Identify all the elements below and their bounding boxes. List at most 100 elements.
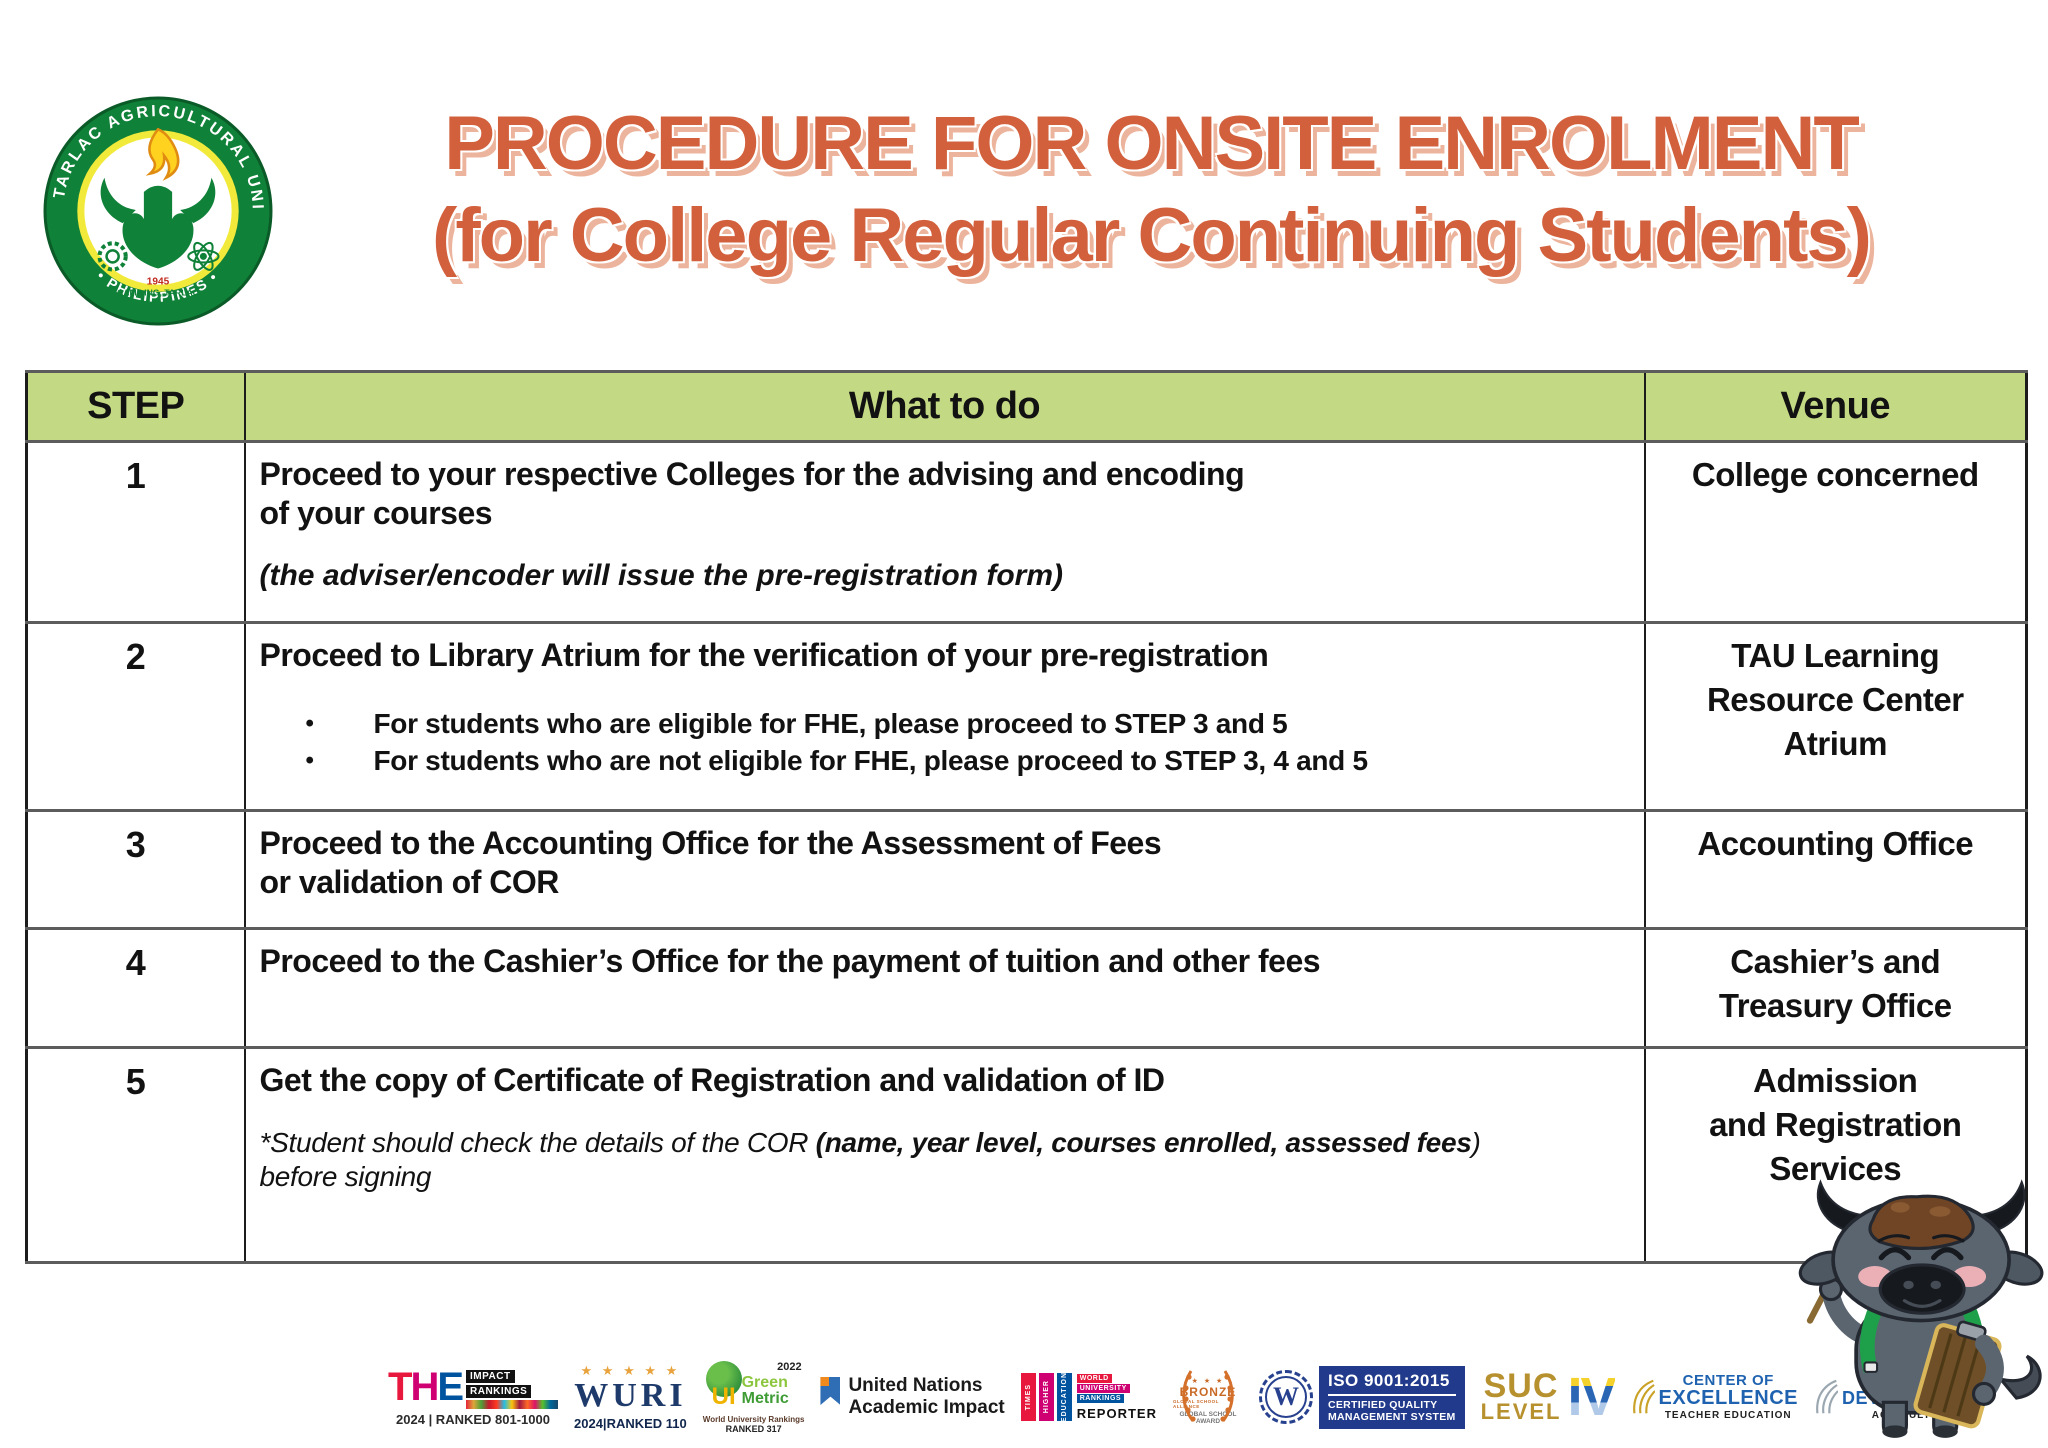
wuri-caption: 2024|RANKED 110	[574, 1416, 687, 1431]
rankings-label: RANKINGS	[466, 1385, 532, 1398]
university-seal: TARLAC AGRICULTURAL UNIVERSITY • PHILIPP…	[35, 81, 274, 327]
seal-atom-icon	[187, 241, 220, 271]
table-row-step-3: 3 Proceed to the Accounting Office for t…	[25, 809, 2028, 930]
greenmetric-rank: RANKED 317	[725, 1423, 782, 1434]
iso-monogram: W	[1264, 1376, 1307, 1418]
procedure-table: STEP What to do Venue 1 Proceed to your …	[25, 370, 2028, 1264]
times-bar: TIMES	[1020, 1373, 1036, 1421]
impact-label: IMPACT	[466, 1370, 515, 1383]
venue-cell: Accounting Office	[1643, 809, 2028, 930]
what-to-do-cell: Get the copy of Certificate of Registrat…	[243, 1046, 1646, 1264]
greenmetric-subtitle: World University Rankings	[702, 1414, 805, 1424]
bullet-text: For students who are not eligible for FH…	[373, 745, 1369, 776]
page-title: PROCEDURE FOR ONSITE ENROLMENT (for Coll…	[278, 98, 2024, 282]
greenmetric-metric: Metric	[741, 1389, 789, 1407]
level-label: LEVEL	[1480, 1399, 1562, 1424]
step-number: 2	[25, 621, 246, 812]
carabao-mascot	[1793, 1178, 2045, 1444]
action-text: Proceed to your respective Colleges for …	[259, 456, 1245, 531]
greenmetric-green: Green	[741, 1373, 788, 1391]
world-label: WORLD	[1076, 1373, 1112, 1383]
seal-horn-left	[100, 177, 136, 224]
bronze-global-school-award-logo: ★ ★ ★ BRONZE GLOBAL SCHOOL ALLIANCE GLOB…	[1173, 1361, 1243, 1433]
bullet-text: For students who are eligible for FHE, p…	[373, 708, 1288, 739]
action-note: *Student should check the details of the…	[260, 1126, 1628, 1194]
seal-horn-right	[180, 177, 216, 224]
iso-title: ISO 9001:2015	[1327, 1371, 1456, 1396]
accreditation-logo-strip: THE IMPACT RANKINGS 2024 | RANKED 801-10…	[388, 1350, 1984, 1444]
table-header-row: STEP What to do Venue	[25, 370, 2028, 443]
column-header-venue: Venue	[1643, 370, 2028, 443]
suc-label: SUC	[1483, 1367, 1559, 1405]
what-to-do-cell: Proceed to the Accounting Office for the…	[243, 809, 1646, 930]
unai-line2: Academic Impact	[848, 1397, 1005, 1418]
bullet-icon: •	[305, 747, 314, 774]
iso-subtitle: CERTIFIED QUALITY MANAGEMENT SYSTEM	[1327, 1398, 1456, 1423]
action-text: Proceed to Library Atrium for the verifi…	[259, 637, 1269, 673]
table-row-step-5: 5 Get the copy of Certificate of Registr…	[25, 1046, 2028, 1264]
bronze-label: BRONZE	[1179, 1385, 1237, 1399]
carabao-mascot-graphic	[1798, 1179, 2044, 1438]
the-impact-caption: 2024 | RANKED 801-1000	[396, 1412, 550, 1427]
table-row-step-4: 4 Proceed to the Cashier’s Office for th…	[25, 927, 2028, 1049]
suc-level-iv-logo: SUC LEVEL IV	[1480, 1367, 1617, 1427]
note-suffix: ) before signing	[259, 1127, 1481, 1192]
cod-subtitle: AGRICULTURE	[1871, 1410, 1955, 1421]
venue-cell: Cashier’s and Treasury Office	[1643, 927, 2028, 1049]
greenmetric-year: 2022	[777, 1360, 802, 1373]
greenmetric-globe-icon	[705, 1360, 742, 1397]
action-note: (the adviser/encoder will issue the pre-…	[259, 559, 1064, 592]
action-text: Proceed to the Accounting Office for the…	[259, 825, 1162, 900]
iso-9001-logo: W ISO 9001:2015 CERTIFIED QUALITY MANAGE…	[1258, 1365, 1465, 1429]
the-logo-letters: THE	[388, 1365, 464, 1409]
coe-line1: CENTER OF	[1682, 1372, 1774, 1389]
step-number: 1	[25, 440, 246, 624]
iso-seal-icon: W	[1258, 1370, 1313, 1424]
gold-laurel-icon	[1632, 1379, 1655, 1414]
seal-flame	[145, 127, 180, 181]
table-row-step-1: 1 Proceed to your respective Colleges fo…	[25, 440, 2028, 624]
title-line-2: (for College Regular Continuing Students…	[432, 193, 1872, 278]
what-to-do-cell: Proceed to Library Atrium for the verifi…	[243, 621, 1646, 812]
rankings-label: RANKINGS	[1076, 1393, 1125, 1403]
title-line-1: PROCEDURE FOR ONSITE ENROLMENT	[444, 101, 1860, 186]
wuri-logo: ★ ★ ★ ★ ★ WURI 2024|RANKED 110	[574, 1363, 687, 1431]
note-bold: (name, year level, courses enrolled, ass…	[815, 1127, 1472, 1158]
bullet-item: • For students who are not eligible for …	[260, 742, 1628, 779]
university-label: UNIVERSITY	[1076, 1383, 1130, 1393]
step-number: 4	[25, 927, 246, 1049]
table-row-step-2: 2 Proceed to Library Atrium for the veri…	[25, 621, 2028, 812]
bullet-icon: •	[305, 710, 314, 737]
coe-line2: EXCELLENCE	[1658, 1387, 1798, 1409]
bookmark-icon	[820, 1377, 841, 1405]
venue-cell: TAU Learning Resource Center Atrium	[1643, 621, 2028, 812]
what-to-do-cell: Proceed to your respective Colleges for …	[243, 440, 1646, 624]
wuri-wordmark: WURI	[574, 1377, 687, 1414]
coe-subtitle: TEACHER EDUCATION	[1664, 1410, 1792, 1421]
higher-bar: HIGHER	[1038, 1373, 1054, 1421]
wuri-stars: ★ ★ ★ ★ ★	[580, 1363, 681, 1378]
reporter-label: REPORTER	[1076, 1405, 1157, 1421]
unai-line1: United Nations	[848, 1375, 983, 1396]
the-impact-rankings-logo: THE IMPACT RANKINGS 2024 | RANKED 801-10…	[388, 1365, 559, 1427]
level-iv-numeral: IV	[1567, 1367, 1616, 1427]
column-header-step: STEP	[25, 370, 246, 443]
what-to-do-cell: Proceed to the Cashier’s Office for the …	[243, 927, 1646, 1049]
column-header-what-to-do: What to do	[243, 370, 1646, 443]
center-of-excellence-logo: CENTER OF EXCELLENCE TEACHER EDUCATION	[1631, 1373, 1798, 1421]
un-academic-impact-logo: United Nations Academic Impact	[820, 1375, 1005, 1419]
education-bar: EDUCATION	[1056, 1372, 1072, 1422]
note-prefix: *Student should check the details of the…	[259, 1127, 816, 1158]
action-bullet-list: • For students who are eligible for FHE,…	[260, 705, 1628, 779]
seal-year: 1945	[147, 277, 170, 288]
university-seal-graphic: TARLAC AGRICULTURAL UNIVERSITY • PHILIPP…	[35, 81, 273, 326]
bronze-stars: ★ ★ ★	[1191, 1378, 1225, 1385]
step-number: 5	[25, 1046, 246, 1264]
seal-carabao-head	[122, 185, 194, 269]
silver-laurel-icon	[1816, 1379, 1838, 1414]
seal-location: CAMILING, TARLAC	[117, 288, 199, 298]
bronze-award-label: GLOBAL SCHOOL AWARD	[1179, 1411, 1237, 1425]
laurel-wreath-icon	[1182, 1370, 1234, 1422]
venue-cell: College concerned	[1643, 440, 2028, 624]
